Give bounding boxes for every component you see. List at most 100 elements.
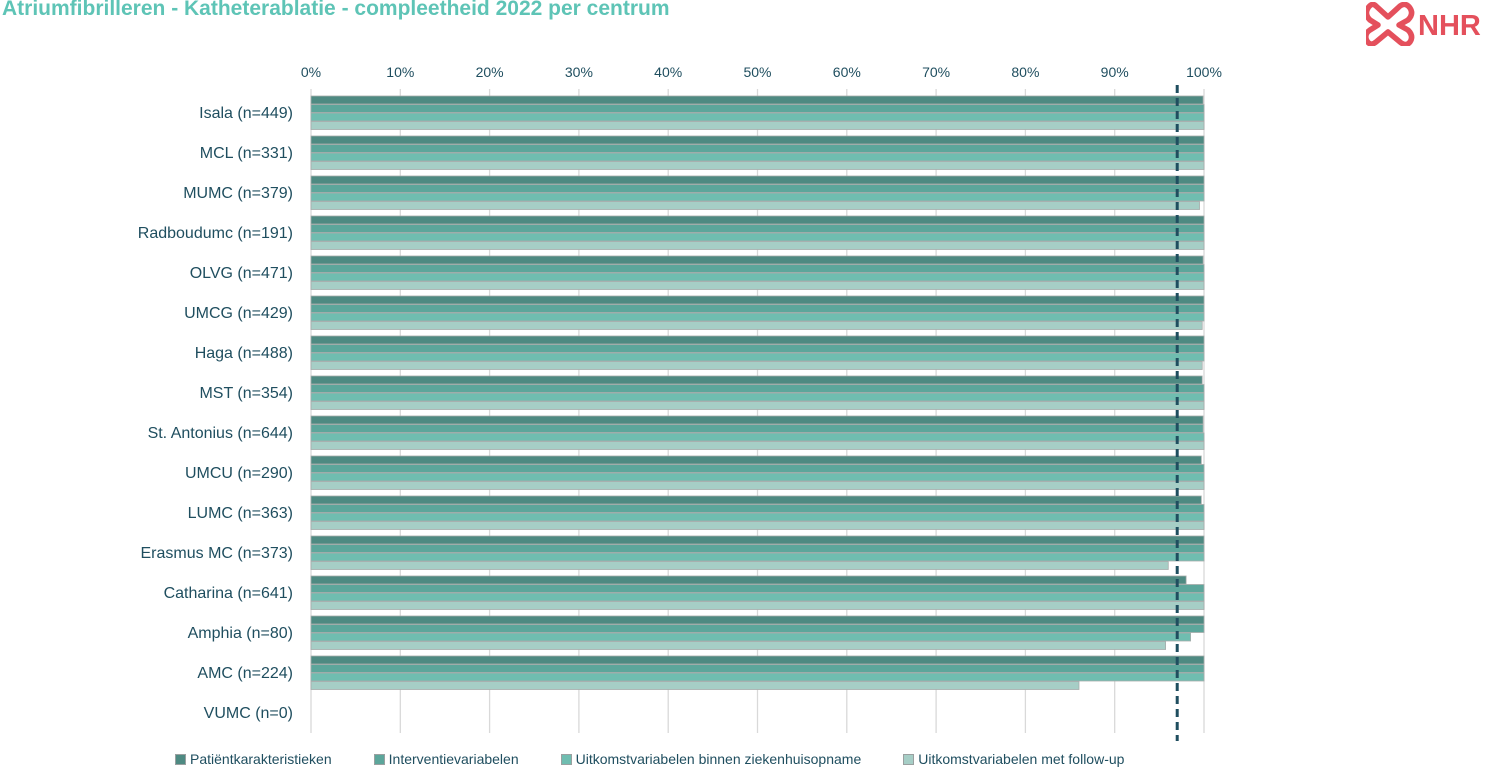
legend-label: Interventievariabelen [388,751,519,767]
bar [310,601,1205,610]
legend-item: Uitkomstvariabelen met follow-up [903,751,1124,767]
bar [310,224,1205,233]
bar [310,184,1205,193]
bar [310,641,1167,650]
x-tick-label: 100% [1186,64,1222,80]
bar [310,95,1204,105]
bar [310,272,1205,282]
bar [310,504,1205,513]
category-label: St. Antonius (n=644) [148,425,293,442]
bar [310,481,1205,490]
bar [310,144,1205,153]
bar [310,192,1205,202]
bar [310,255,1204,265]
bar [310,535,1205,545]
bar [310,561,1169,570]
bar [310,215,1205,225]
bar [310,344,1205,353]
bar [310,312,1205,322]
bar [310,201,1200,210]
bar [310,552,1205,562]
bar [310,281,1205,290]
bar [310,424,1204,433]
category-label: Erasmus MC (n=373) [141,545,294,562]
bar [310,441,1205,450]
bar [310,464,1205,473]
bar [310,664,1205,673]
category-label: MUMC (n=379) [183,185,293,202]
category-label: MCL (n=331) [200,145,293,162]
category-label: MST (n=354) [199,385,293,402]
bar [310,521,1205,530]
bar [310,152,1205,162]
nhr-heart-logo-icon: NHR [1363,1,1481,48]
category-label: Radboudumc (n=191) [138,225,293,242]
bar [310,135,1205,145]
legend-item: Patiëntkarakteristieken [175,751,332,767]
bar [310,232,1205,242]
x-tick-label: 10% [386,64,414,80]
chart-title: Atriumfibrilleren - Katheterablatie - co… [2,0,670,20]
x-tick-label: 80% [1011,64,1039,80]
bar [310,681,1080,690]
legend-swatch [175,753,186,765]
bar [310,584,1205,593]
bar [310,361,1203,370]
bar [310,321,1203,330]
bar [310,112,1205,122]
legend-label: Uitkomstvariabelen binnen ziekenhuisopna… [575,751,862,767]
category-label: VUMC (n=0) [204,705,293,722]
bar [310,264,1205,273]
bar [310,672,1205,682]
bar [310,335,1205,345]
category-label: LUMC (n=363) [188,505,293,522]
x-tick-label: 50% [743,64,771,80]
bar [310,495,1202,505]
bar [310,384,1205,393]
x-tick-label: 40% [654,64,682,80]
legend-label: Patiëntkarakteristieken [190,751,332,767]
legend-item: Uitkomstvariabelen binnen ziekenhuisopna… [560,751,862,767]
bar [310,304,1205,313]
category-label: UMCG (n=429) [184,305,293,322]
logo-text: NHR [1418,10,1481,42]
category-label: Isala (n=449) [199,105,293,122]
legend-label: Uitkomstvariabelen met follow-up [918,751,1125,767]
category-label: OLVG (n=471) [190,265,293,282]
category-label: Catharina (n=641) [164,585,293,602]
legend-swatch [560,753,572,765]
bar [310,375,1203,385]
x-tick-label: 60% [833,64,861,80]
bar [310,472,1205,482]
category-label: Amphia (n=80) [188,625,293,642]
bar [310,432,1205,442]
bar [310,121,1205,130]
bar [310,175,1205,185]
legend-swatch [903,753,915,765]
nhr-logo: NHR [1363,1,1490,48]
bar [310,544,1205,553]
bar [310,161,1205,170]
category-label: AMC (n=224) [197,665,293,682]
bar [310,592,1205,602]
completeness-bar-chart: 0% 10% 20% 30% 40% 50% 60% 70% 80% 90% 100% Isala (… [138,64,1222,741]
bar [310,392,1205,402]
bar [310,104,1205,113]
chart-legend: Patiëntkarakteristieken Interventievariab… [175,751,1166,767]
bar [310,512,1205,522]
legend-swatch [373,753,385,765]
x-tick-label: 0% [301,64,321,80]
x-tick-label: 90% [1101,64,1129,80]
x-tick-label: 20% [476,64,504,80]
legend-item: Interventievariabelen [373,751,519,767]
bar [310,632,1192,642]
bar [310,295,1205,305]
bar [310,575,1187,585]
category-label: Haga (n=488) [195,345,293,362]
x-tick-label: 70% [922,64,950,80]
bar [310,352,1205,362]
bar [310,241,1205,250]
category-label: UMCU (n=290) [185,465,293,482]
bar [310,624,1205,633]
bar [310,401,1205,410]
